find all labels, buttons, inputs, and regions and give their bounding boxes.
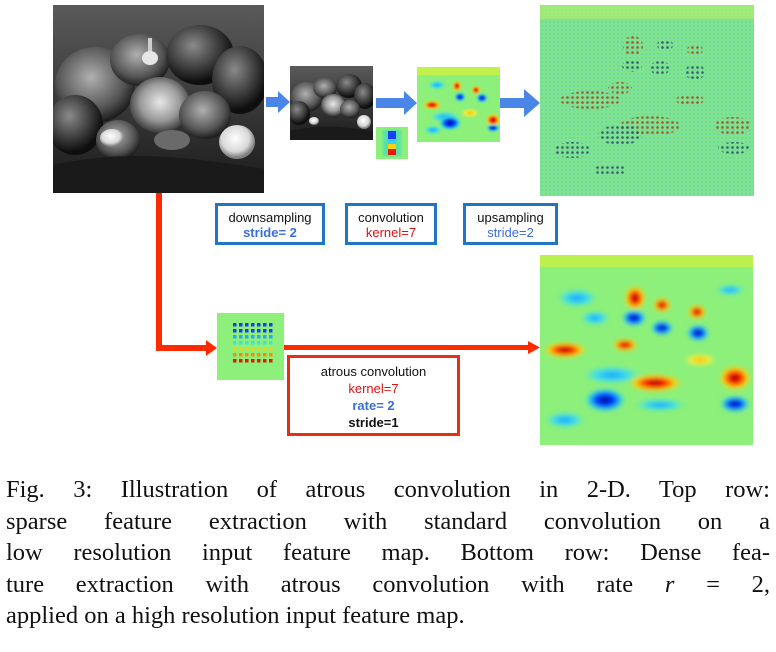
atrous-kernel-tap [233, 341, 237, 345]
figure-caption: Fig. 3: Illustration of atrous convoluti… [6, 474, 770, 632]
upsampling-box: upsampling stride=2 [463, 203, 558, 245]
convolution-title: convolution [358, 210, 424, 225]
atrous-kernel-tap [263, 347, 267, 351]
atrous-kernel-tap [251, 323, 255, 327]
arrow-atrous-path [156, 193, 540, 356]
atrous-rate-label: rate= 2 [352, 398, 395, 413]
atrous-kernel-tap [245, 323, 249, 327]
atrous-stride-label: stride=1 [348, 415, 399, 430]
arrow-convolution [376, 91, 417, 115]
downsampling-box: downsampling stride= 2 [215, 203, 325, 245]
atrous-kernel-tap [239, 359, 243, 363]
atrous-kernel-tap [245, 347, 249, 351]
atrous-kernel-tap [269, 353, 273, 357]
atrous-kernel-tap [263, 335, 267, 339]
atrous-kernel-tap [245, 359, 249, 363]
atrous-kernel-tap [263, 359, 267, 363]
atrous-convolution-box: atrous convolution kernel=7 rate= 2 stri… [287, 355, 460, 436]
caption-line-4-text: ture extraction with atrous convolution … [6, 570, 665, 598]
atrous-title: atrous convolution [320, 364, 427, 379]
atrous-kernel-tap [269, 329, 273, 333]
atrous-kernel-tap [251, 329, 255, 333]
atrous-kernel-tap [257, 341, 261, 345]
atrous-kernel-tap [251, 347, 255, 351]
atrous-kernel-tap [257, 329, 261, 333]
atrous-kernel-tap [245, 329, 249, 333]
atrous-kernel-tap [233, 335, 237, 339]
atrous-kernel [217, 313, 284, 380]
arrow-downsample [266, 91, 290, 113]
atrous-kernel-tap [233, 347, 237, 351]
downsampling-title: downsampling [228, 210, 312, 225]
caption-rate-equation: = 2, [674, 570, 770, 598]
downsampling-stride: stride= 2 [243, 225, 297, 240]
atrous-kernel-tap [251, 353, 255, 357]
atrous-kernel-tap [233, 359, 237, 363]
atrous-kernel-tap [269, 341, 273, 345]
atrous-kernel-tap [263, 353, 267, 357]
atrous-kernel-tap [257, 323, 261, 327]
sparse-feature-map [417, 67, 500, 142]
atrous-kernel-tap [233, 323, 237, 327]
atrous-kernel-tap [239, 353, 243, 357]
atrous-kernel-tap [269, 359, 273, 363]
caption-line-5: applied on a high resolution input featu… [6, 602, 465, 629]
caption-line-1: Fig. 3: Illustration of atrous convoluti… [6, 476, 770, 503]
caption-line-3: low resolution input feature map. Bottom… [6, 539, 770, 566]
atrous-figure [53, 5, 754, 445]
atrous-kernel-tap [251, 359, 255, 363]
caption-line-4: ture extraction with atrous convolution … [6, 569, 770, 601]
dense-feature-map [540, 255, 753, 445]
atrous-kernel-tap [269, 335, 273, 339]
convolution-kernel: kernel=7 [365, 225, 417, 240]
atrous-kernel-tap [245, 353, 249, 357]
atrous-kernel-label: kernel=7 [348, 381, 399, 396]
atrous-kernel-tap [239, 329, 243, 333]
atrous-kernel-tap [263, 329, 267, 333]
atrous-kernel-tap [245, 335, 249, 339]
atrous-kernel-tap [245, 341, 249, 345]
upsampling-stride: stride=2 [487, 225, 534, 240]
atrous-kernel-tap [239, 323, 243, 327]
atrous-kernel-tap [239, 335, 243, 339]
atrous-kernel-tap [263, 341, 267, 345]
convolution-box: convolution kernel=7 [345, 203, 437, 245]
atrous-kernel-tap [269, 347, 273, 351]
atrous-kernel-tap [269, 323, 273, 327]
arrow-upsample [500, 89, 540, 117]
input-image-downsampled [290, 66, 373, 140]
conv-kernel-small [376, 127, 408, 159]
atrous-kernel-tap [239, 347, 243, 351]
atrous-kernel-tap [257, 359, 261, 363]
atrous-kernel-tap [239, 341, 243, 345]
upsampled-feature-map [540, 5, 754, 196]
atrous-kernel-tap [257, 335, 261, 339]
caption-rate-variable: r [664, 570, 675, 598]
atrous-kernel-tap [251, 341, 255, 345]
input-image-large [53, 5, 264, 193]
atrous-kernel-tap [257, 347, 261, 351]
atrous-kernel-tap [233, 353, 237, 357]
upsampling-title: upsampling [477, 210, 544, 225]
atrous-kernel-tap [257, 353, 261, 357]
atrous-kernel-tap [263, 323, 267, 327]
caption-line-2: sparse feature extraction with standard … [6, 507, 770, 535]
atrous-kernel-tap [233, 329, 237, 333]
atrous-kernel-tap [251, 335, 255, 339]
